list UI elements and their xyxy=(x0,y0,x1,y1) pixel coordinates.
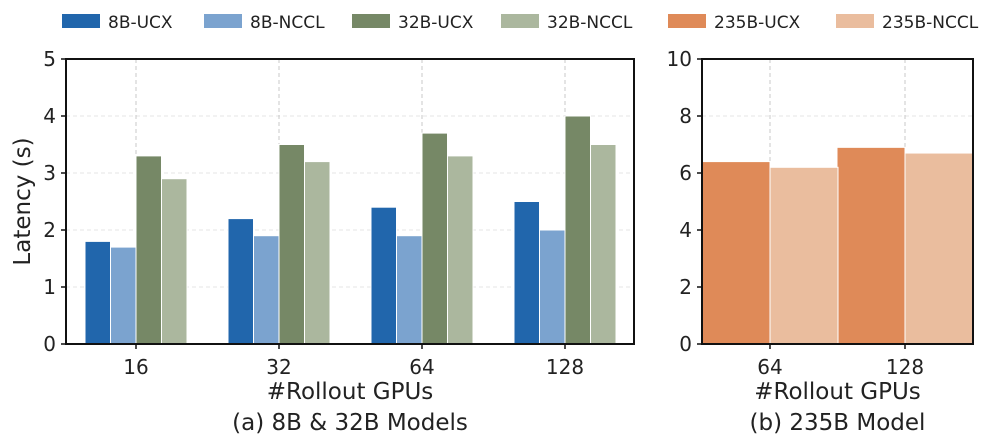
legend-swatch-235b-nccl xyxy=(836,14,874,28)
bar-32b-nccl-64 xyxy=(447,155,474,345)
bar-8b-nccl-64 xyxy=(396,235,423,345)
x-tick-label: 64 xyxy=(409,355,434,379)
legend-label-32b-ucx: 32B-UCX xyxy=(398,13,474,33)
bar-8b-ucx-128 xyxy=(513,201,540,345)
bar-8b-nccl-32 xyxy=(253,235,280,345)
y-tick-label: 4 xyxy=(679,218,692,242)
bar-8b-nccl-16 xyxy=(110,246,137,345)
bar-32b-ucx-16 xyxy=(135,155,162,345)
bar-235b-nccl-128 xyxy=(904,152,974,345)
panel-title: (b) 235B Model xyxy=(750,410,926,436)
y-tick-label: 1 xyxy=(43,275,56,299)
y-tick-label: 0 xyxy=(43,332,56,356)
x-tick-label: 128 xyxy=(886,355,924,379)
x-tick-label: 32 xyxy=(266,355,291,379)
legend-swatch-32b-ucx xyxy=(352,14,390,28)
x-tick-label: 128 xyxy=(546,355,584,379)
y-tick-label: 0 xyxy=(679,332,692,356)
legend: 8B-UCX 8B-NCCL 32B-UCX 32B-NCCL 235B-UCX 235B… xyxy=(62,13,979,33)
bar-235b-ucx-128 xyxy=(836,146,906,345)
x-axis-label: #Rollout GPUs xyxy=(754,379,921,405)
bar-32b-ucx-64 xyxy=(421,132,448,345)
legend-label-8b-ucx: 8B-UCX xyxy=(108,13,173,33)
x-axis-label: #Rollout GPUs xyxy=(267,379,434,405)
y-tick-label: 10 xyxy=(667,47,692,71)
legend-swatch-32b-nccl xyxy=(501,14,539,28)
bar-235b-nccl-64 xyxy=(769,166,839,345)
y-tick-label: 6 xyxy=(679,161,692,185)
legend-label-235b-nccl: 235B-NCCL xyxy=(882,13,979,33)
x-tick-label: 64 xyxy=(757,355,782,379)
bar-32b-nccl-16 xyxy=(161,178,188,345)
plot-frame xyxy=(701,58,974,345)
y-tick-label: 3 xyxy=(43,161,56,185)
legend-label-8b-nccl: 8B-NCCL xyxy=(250,13,325,33)
legend-swatch-8b-nccl xyxy=(204,14,242,28)
y-tick-label: 4 xyxy=(43,104,56,128)
y-tick-label: 5 xyxy=(43,47,56,71)
legend-swatch-8b-ucx xyxy=(62,14,100,28)
y-axis-label: Latency (s) xyxy=(10,137,36,265)
x-tick-label: 16 xyxy=(123,355,148,379)
y-tick-label: 8 xyxy=(679,104,692,128)
bar-32b-nccl-128 xyxy=(590,144,617,345)
bar-8b-ucx-16 xyxy=(84,240,111,345)
bar-8b-ucx-32 xyxy=(227,218,254,345)
panel-b-235b: 0 2 4 6 8 10 64 128#Rollout GPUs (b) 235B Model xyxy=(667,47,974,436)
bar-8b-ucx-64 xyxy=(370,206,397,345)
legend-label-235b-ucx: 235B-UCX xyxy=(714,13,801,33)
panel-a-8b-32b: 0 1 2 3 4 5 16 32 64 128 #Rollout GPUs (a) 8B & 32B… xyxy=(10,47,635,436)
legend-swatch-235b-ucx xyxy=(668,14,706,28)
bar-32b-ucx-32 xyxy=(278,144,305,345)
bar-8b-nccl-128 xyxy=(539,229,566,345)
plot-frame xyxy=(65,58,635,345)
panel-title: (a) 8B & 32B Models xyxy=(232,410,468,436)
bar-235b-ucx-64 xyxy=(701,161,771,345)
bar-32b-nccl-32 xyxy=(304,161,331,345)
legend-label-32b-nccl: 32B-NCCL xyxy=(547,13,633,33)
y-tick-label: 2 xyxy=(43,218,56,242)
y-tick-label: 2 xyxy=(679,275,692,299)
bar-32b-ucx-128 xyxy=(564,115,591,345)
